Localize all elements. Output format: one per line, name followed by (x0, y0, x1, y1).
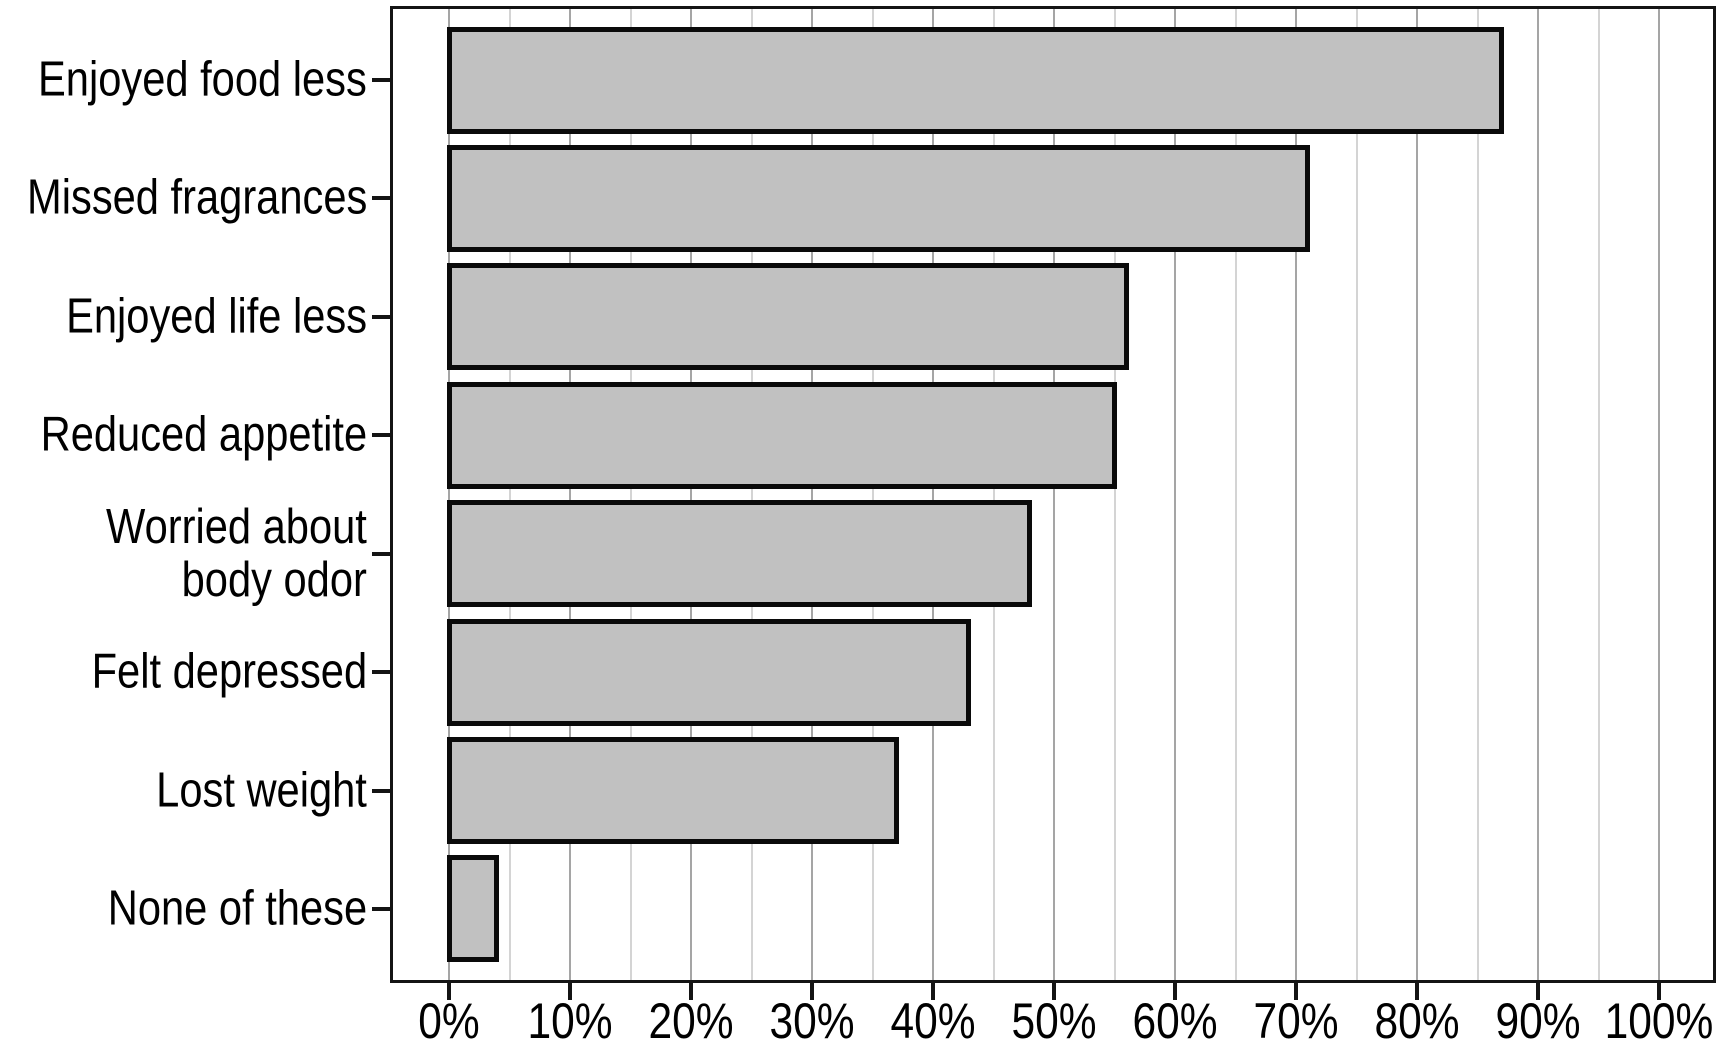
x-tick-30 (810, 983, 814, 1000)
category-label-enjoyed-life-less: Enjoyed life less (13, 290, 367, 343)
x-tick-label-50: 50% (1004, 996, 1104, 1042)
x-tick-label-text: 60% (1132, 993, 1218, 1042)
y-tick-reduced-appetite (372, 433, 390, 438)
x-tick-10 (568, 983, 572, 1000)
gridline-minor-45 (992, 9, 995, 980)
gridline-minor-25 (750, 9, 753, 980)
y-tick-enjoyed-food-less (372, 78, 390, 83)
x-tick-label-100: 100% (1595, 996, 1723, 1042)
gridline-minor-5 (508, 9, 511, 980)
bar-lost-weight (447, 737, 899, 845)
category-label-text: Enjoyed life less (66, 289, 367, 344)
x-tick-label-0: 0% (413, 996, 485, 1042)
bar-felt-depressed (447, 618, 972, 726)
category-label-text: Reduced appetite (40, 407, 367, 462)
x-tick-label-40: 40% (883, 996, 983, 1042)
x-tick-label-text: 100% (1604, 993, 1714, 1042)
gridline-minor-85 (1476, 9, 1479, 980)
gridline-minor-65 (1234, 9, 1237, 980)
x-tick-label-text: 30% (769, 993, 855, 1042)
y-tick-worried-about-body-odor (372, 551, 390, 556)
x-tick-40 (931, 983, 935, 1000)
x-tick-label-text: 10% (527, 993, 613, 1042)
y-tick-none-of-these (372, 906, 390, 911)
x-tick-label-20: 20% (641, 996, 741, 1042)
x-tick-60 (1173, 983, 1177, 1000)
bar-worried-about-body-odor (447, 500, 1032, 608)
x-tick-label-90: 90% (1488, 996, 1588, 1042)
x-tick-label-10: 10% (520, 996, 620, 1042)
gridline-major-90 (1537, 9, 1539, 980)
gridline-major-100 (1658, 9, 1660, 980)
y-tick-enjoyed-life-less (372, 314, 390, 319)
category-label-text: Felt depressed (91, 644, 367, 699)
gridline-major-50 (1053, 9, 1055, 980)
gridline-minor-95 (1597, 9, 1600, 980)
gridline-minor-15 (629, 9, 632, 980)
x-tick-label-text: 40% (890, 993, 976, 1042)
category-label-felt-depressed: Felt depressed (43, 644, 367, 699)
bar-reduced-appetite (447, 381, 1117, 489)
gridline-major-80 (1416, 9, 1418, 980)
category-label-worried-about-body-odor: Worried about body odor (60, 499, 367, 607)
bar-none-of-these (447, 855, 500, 963)
y-tick-missed-fragrances (372, 196, 390, 201)
gridline-minor-55 (1113, 9, 1116, 980)
bar-enjoyed-food-less (447, 26, 1504, 134)
x-tick-label-text: 80% (1374, 993, 1460, 1042)
gridline-minor-75 (1355, 9, 1358, 980)
category-label-lost-weight: Lost weight (119, 764, 367, 817)
category-label-text: None of these (107, 881, 367, 936)
category-label-text: Enjoyed food less (38, 52, 367, 107)
x-tick-label-text: 20% (648, 993, 734, 1042)
x-tick-label-text: 90% (1495, 993, 1581, 1042)
gridline-major-0 (448, 9, 450, 980)
x-tick-label-60: 60% (1125, 996, 1225, 1042)
x-tick-label-text: 0% (418, 993, 480, 1042)
gridline-major-70 (1295, 9, 1297, 980)
plot-panel (393, 9, 1713, 980)
category-label-text: Lost weight (156, 763, 367, 818)
x-tick-70 (1294, 983, 1298, 1000)
x-tick-90 (1536, 983, 1540, 1000)
x-tick-50 (1052, 983, 1056, 1000)
y-tick-lost-weight (372, 788, 390, 793)
x-tick-100 (1657, 983, 1661, 1000)
gridline-major-20 (690, 9, 692, 980)
x-tick-80 (1415, 983, 1419, 1000)
x-tick-0 (447, 983, 451, 1000)
category-label-text: Worried about body odor (106, 499, 367, 607)
gridline-major-60 (1174, 9, 1176, 980)
bar-enjoyed-life-less (447, 263, 1129, 371)
gridline-major-30 (811, 9, 813, 980)
x-tick-label-80: 80% (1367, 996, 1467, 1042)
gridline-major-10 (569, 9, 571, 980)
bar-missed-fragrances (447, 144, 1311, 252)
x-tick-label-30: 30% (762, 996, 862, 1042)
gridline-minor-35 (871, 9, 874, 980)
y-tick-felt-depressed (372, 670, 390, 675)
gridline-major-40 (932, 9, 934, 980)
category-label-missed-fragrances: Missed fragrances (0, 172, 367, 225)
category-label-enjoyed-food-less: Enjoyed food less (0, 52, 367, 107)
category-label-reduced-appetite: Reduced appetite (0, 407, 367, 462)
x-tick-label-70: 70% (1246, 996, 1346, 1042)
plot-area (390, 6, 1716, 983)
x-tick-label-text: 70% (1253, 993, 1339, 1042)
category-label-text: Missed fragrances (26, 171, 367, 225)
x-tick-label-text: 50% (1011, 993, 1097, 1042)
x-tick-20 (689, 983, 693, 1000)
category-label-none-of-these: None of these (62, 882, 367, 935)
